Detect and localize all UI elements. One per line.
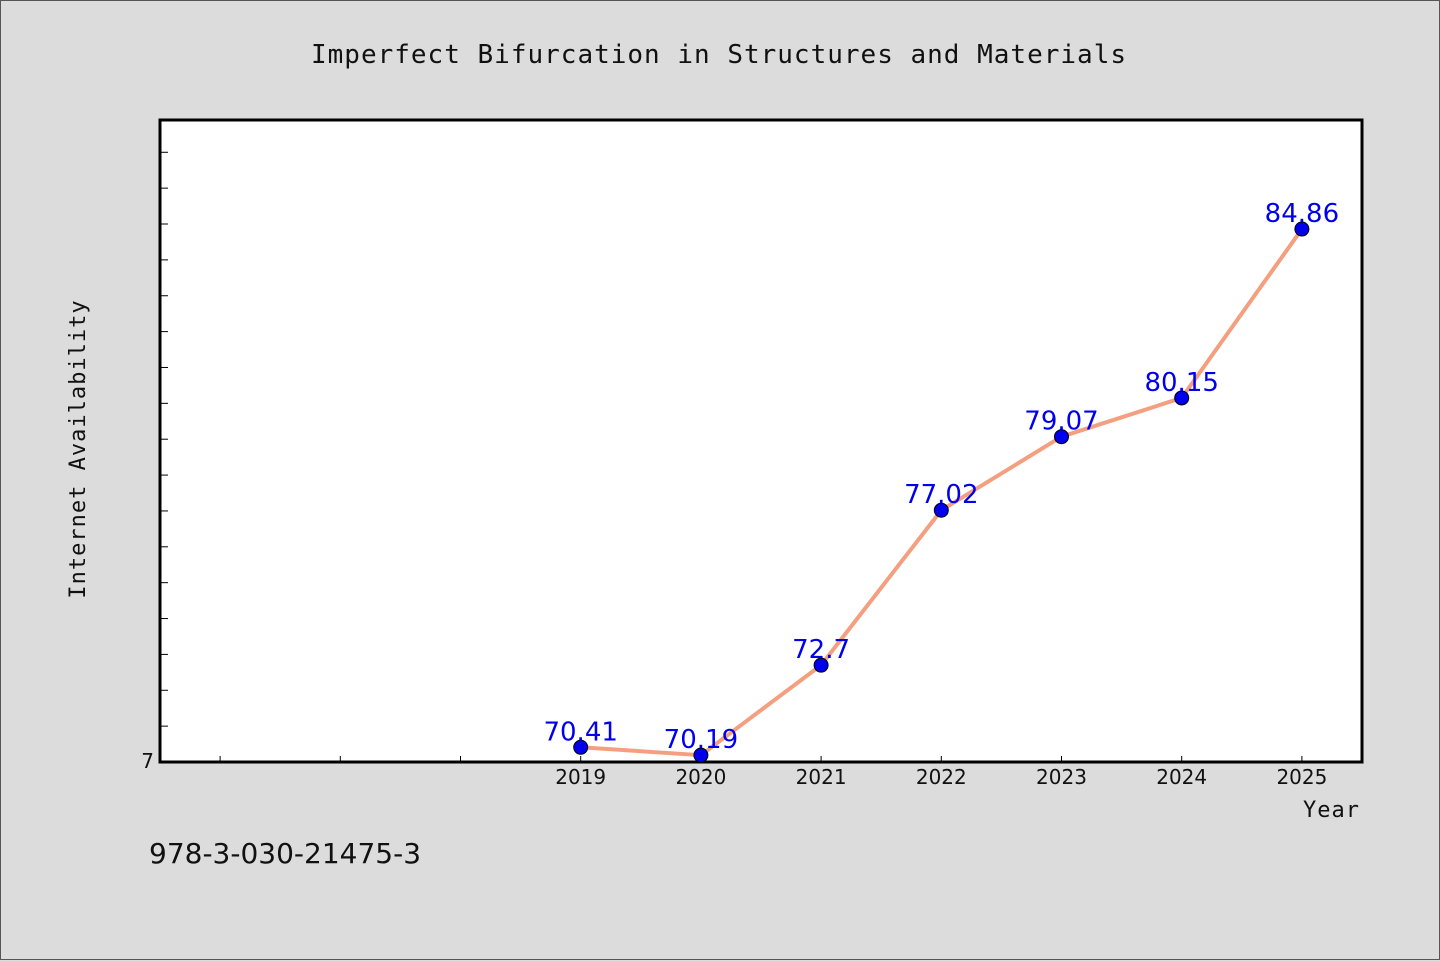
plot-area bbox=[158, 118, 1364, 764]
x-tick-label: 2020 bbox=[675, 765, 726, 789]
data-label: 70.41 bbox=[543, 717, 617, 747]
x-axis-label: Year bbox=[1303, 798, 1360, 823]
series-markers bbox=[573, 221, 1310, 763]
data-label: 80.15 bbox=[1144, 368, 1218, 398]
x-tick-label: 2021 bbox=[796, 765, 847, 789]
data-label: 70.19 bbox=[664, 725, 738, 755]
x-tick-label: 2019 bbox=[555, 765, 606, 789]
data-label: 72.7 bbox=[792, 635, 850, 665]
data-labels: 70.41 70.19 72.7 77.02 79.07 80.15 84.86 bbox=[543, 199, 1339, 755]
x-tick-label: 2023 bbox=[1036, 765, 1087, 789]
x-tick-label: 2025 bbox=[1276, 765, 1327, 789]
data-point bbox=[1054, 429, 1069, 445]
y-axis-ticks bbox=[160, 151, 168, 727]
x-tick-labels: 2019 2020 2021 2022 2023 2024 2025 bbox=[555, 765, 1327, 789]
y-tick-label: 7 bbox=[141, 749, 154, 773]
data-point bbox=[1174, 390, 1190, 406]
data-label: 84.86 bbox=[1265, 199, 1339, 229]
isbn-footer: 978-3-030-21475-3 bbox=[149, 837, 421, 870]
y-axis-label: Internet Availability bbox=[66, 299, 91, 598]
data-point bbox=[933, 502, 949, 518]
x-tick-label: 2022 bbox=[916, 765, 967, 789]
chart-title: Imperfect Bifurcation in Structures and … bbox=[311, 40, 1127, 70]
data-point bbox=[1294, 221, 1310, 237]
data-label: 77.02 bbox=[904, 480, 978, 510]
x-tick-label: 2024 bbox=[1156, 765, 1207, 789]
data-label: 79.07 bbox=[1024, 407, 1098, 437]
data-point bbox=[813, 657, 829, 673]
data-point bbox=[693, 747, 709, 763]
data-point bbox=[573, 739, 589, 755]
